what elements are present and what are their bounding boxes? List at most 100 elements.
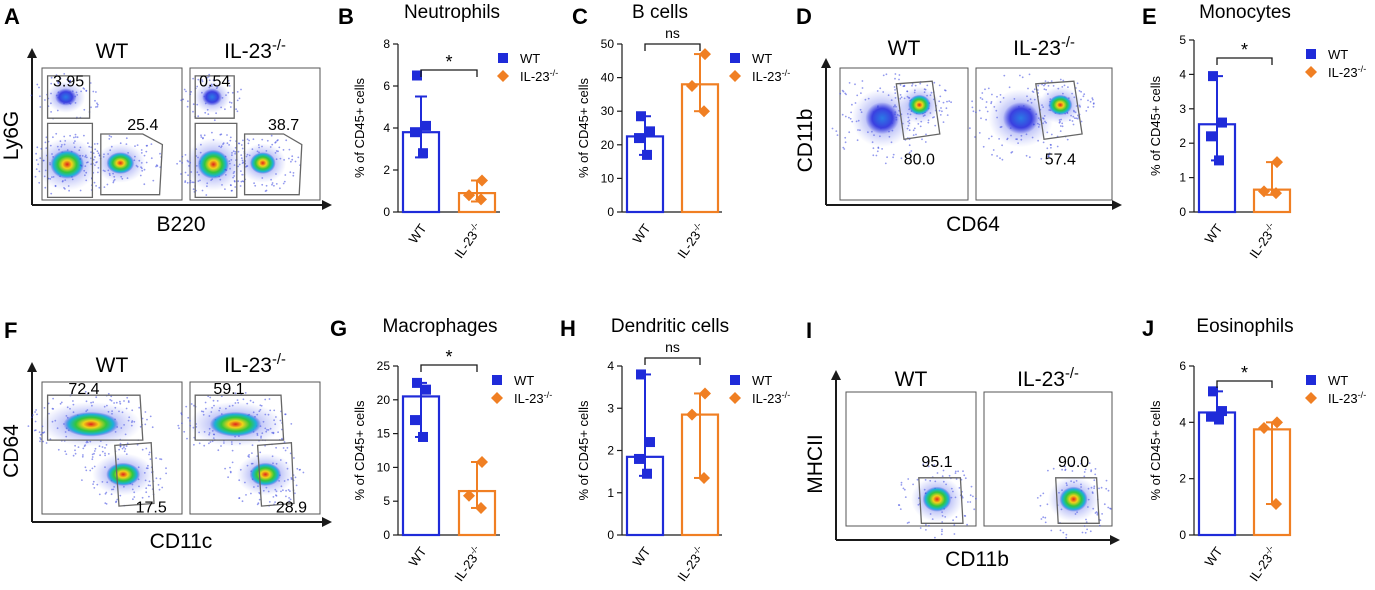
event-dot bbox=[155, 457, 158, 459]
event-dot bbox=[1033, 88, 1036, 91]
event-dot bbox=[293, 457, 295, 459]
event-dot bbox=[104, 492, 107, 495]
event-dot bbox=[236, 110, 239, 113]
data-point-wt bbox=[1214, 155, 1224, 166]
event-dot bbox=[879, 87, 882, 90]
event-dot bbox=[245, 494, 247, 496]
event-dot bbox=[144, 411, 147, 413]
event-dot bbox=[966, 523, 968, 526]
event-dot bbox=[241, 173, 244, 176]
event-dot bbox=[254, 184, 257, 187]
event-dot bbox=[894, 77, 896, 80]
x-category-label: WT bbox=[406, 544, 430, 569]
event-dot bbox=[93, 450, 96, 452]
event-dot bbox=[51, 407, 54, 410]
event-dot bbox=[273, 409, 276, 412]
event-dot bbox=[74, 449, 76, 452]
event-dot bbox=[103, 186, 106, 189]
event-dot bbox=[50, 82, 53, 85]
event-dot bbox=[894, 89, 896, 91]
y-axis-title: % of CD45+ cells bbox=[576, 77, 591, 178]
event-dot bbox=[851, 103, 853, 106]
event-dot bbox=[211, 131, 213, 134]
event-dot bbox=[209, 396, 212, 399]
event-dot bbox=[94, 99, 96, 102]
event-dot bbox=[81, 455, 84, 458]
event-dot bbox=[241, 500, 244, 503]
event-dot bbox=[179, 160, 181, 163]
significance-bracket bbox=[420, 364, 478, 372]
event-dot bbox=[151, 426, 154, 429]
event-dot bbox=[1086, 528, 1088, 531]
event-dot bbox=[155, 477, 158, 480]
event-dot bbox=[283, 441, 286, 443]
event-dot bbox=[224, 467, 227, 470]
event-dot bbox=[231, 449, 234, 452]
x-category-label: IL-23-/- bbox=[673, 221, 708, 261]
event-dot bbox=[184, 154, 187, 156]
event-dot bbox=[1093, 479, 1096, 482]
event-dot bbox=[894, 104, 896, 107]
event-dot bbox=[219, 133, 222, 136]
bar-chart-G: G Macrophages 0 5 10 15 20 25 % of CD45+ cells WT… bbox=[330, 316, 552, 584]
data-point-ko bbox=[1271, 156, 1283, 169]
event-dot bbox=[250, 492, 252, 495]
event-dot bbox=[249, 399, 252, 402]
event-dot bbox=[268, 398, 271, 400]
legend-marker-wt bbox=[1306, 375, 1316, 385]
event-dot bbox=[969, 494, 972, 497]
event-dot bbox=[282, 447, 285, 449]
event-dot bbox=[927, 465, 930, 468]
event-dot bbox=[916, 478, 919, 481]
gate bbox=[194, 394, 285, 441]
event-dot bbox=[954, 472, 957, 474]
y-tick-label: 0 bbox=[1179, 528, 1186, 542]
event-dot bbox=[159, 458, 161, 460]
event-dot bbox=[65, 453, 68, 455]
event-dot bbox=[964, 515, 967, 517]
event-dot bbox=[985, 106, 987, 109]
x-axis-title: CD64 bbox=[946, 213, 1000, 236]
event-dot bbox=[125, 137, 128, 140]
event-dot bbox=[915, 133, 917, 136]
event-dot bbox=[940, 533, 943, 536]
significance-bracket bbox=[420, 69, 478, 77]
event-dot bbox=[900, 484, 903, 486]
event-dot bbox=[991, 93, 993, 96]
event-dot bbox=[981, 92, 984, 94]
event-dot bbox=[908, 151, 911, 154]
event-dot bbox=[285, 495, 287, 498]
event-dot bbox=[91, 467, 94, 470]
event-dot bbox=[1028, 73, 1031, 76]
event-dot bbox=[225, 169, 228, 172]
event-dot bbox=[275, 183, 278, 185]
event-dot bbox=[116, 498, 119, 501]
event-dot bbox=[241, 180, 244, 183]
event-dot bbox=[1107, 506, 1110, 509]
event-dot bbox=[119, 442, 122, 445]
event-dot bbox=[145, 150, 148, 153]
event-dot bbox=[925, 524, 927, 526]
event-dot bbox=[216, 400, 219, 402]
event-dot bbox=[1003, 74, 1006, 77]
event-dot bbox=[885, 73, 888, 76]
event-dot bbox=[270, 134, 273, 137]
event-dot bbox=[896, 114, 899, 116]
event-dot bbox=[973, 508, 976, 511]
event-dot bbox=[939, 95, 942, 98]
event-dot bbox=[202, 137, 204, 140]
event-dot bbox=[1027, 87, 1029, 90]
event-dot bbox=[841, 113, 844, 116]
legend-marker-wt bbox=[730, 53, 740, 63]
event-dot bbox=[35, 409, 37, 411]
event-dot bbox=[1071, 120, 1074, 122]
event-dot bbox=[95, 185, 97, 187]
event-dot bbox=[1061, 468, 1063, 471]
legend-label-wt: WT bbox=[752, 373, 772, 388]
event-dot bbox=[93, 452, 95, 455]
event-dot bbox=[872, 154, 875, 157]
data-point-ko bbox=[686, 408, 698, 421]
data-point-ko bbox=[463, 489, 475, 502]
event-dot bbox=[87, 142, 89, 145]
event-dot bbox=[934, 536, 936, 539]
